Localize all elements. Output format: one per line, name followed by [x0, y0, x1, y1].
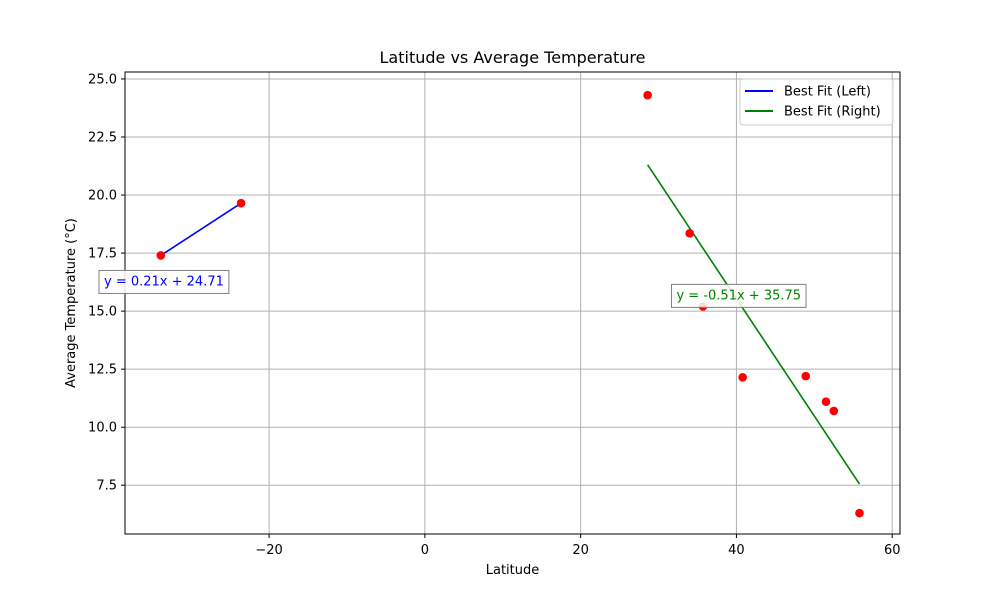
data-point [801, 371, 811, 381]
best-fit-line-left [160, 202, 242, 257]
equation-text: y = 0.21x + 24.71 [104, 274, 224, 289]
ticks: −20 0 20 40 60 7.5 10.0 12.5 15.0 17.5 20.0 22.5 25.… [88, 72, 900, 558]
equation-box [98, 269, 230, 294]
y-tick-label: 7.5 [96, 479, 117, 494]
x-tick-label: −20 [255, 543, 282, 558]
annotations: y = 0.21x + 24.71 y = -0.51x + 35.75 [98, 269, 807, 308]
data-point [855, 508, 864, 518]
points-layer [156, 90, 864, 518]
equation-label-right: y = -0.51x + 35.75 [670, 283, 807, 308]
data-point [685, 229, 694, 238]
equation-text: y = -0.51x + 35.75 [676, 288, 801, 303]
grid [125, 72, 900, 534]
x-tick-label: 0 [421, 543, 429, 558]
y-tick-label: 15.0 [88, 305, 117, 320]
best-fit-line-right [646, 164, 861, 485]
equation-label-left: y = 0.21x + 24.71 [98, 269, 230, 294]
equation-box [670, 283, 807, 308]
x-tick-label: 20 [572, 543, 589, 558]
legend-label-best-fit-right: Best Fit (Right) [784, 105, 881, 120]
legend: Best Fit (Left) Best Fit (Right) [739, 78, 894, 126]
y-tick-label: 10.0 [88, 421, 117, 436]
data-point [236, 198, 246, 208]
legend-box [739, 78, 894, 126]
series-layer [160, 164, 861, 485]
y-axis-title: Average Temperature (°C) [64, 218, 79, 388]
data-point [738, 372, 747, 382]
chart-title: Latitude vs Average Temperature [380, 48, 646, 67]
x-axis-title: Latitude [486, 563, 540, 578]
legend-label-best-fit-left: Best Fit (Left) [784, 85, 871, 100]
y-tick-label: 25.0 [88, 72, 117, 87]
y-tick-label: 17.5 [88, 247, 117, 262]
data-point [156, 251, 166, 260]
y-tick-label: 22.5 [88, 131, 117, 146]
y-tick-label: 12.5 [88, 363, 117, 378]
data-point [821, 397, 831, 406]
x-tick-label: 60 [884, 543, 901, 558]
data-point [643, 90, 652, 100]
data-point [829, 406, 839, 416]
x-tick-label: 40 [728, 543, 745, 558]
y-tick-label: 20.0 [88, 189, 117, 204]
plot-frame [124, 71, 901, 535]
